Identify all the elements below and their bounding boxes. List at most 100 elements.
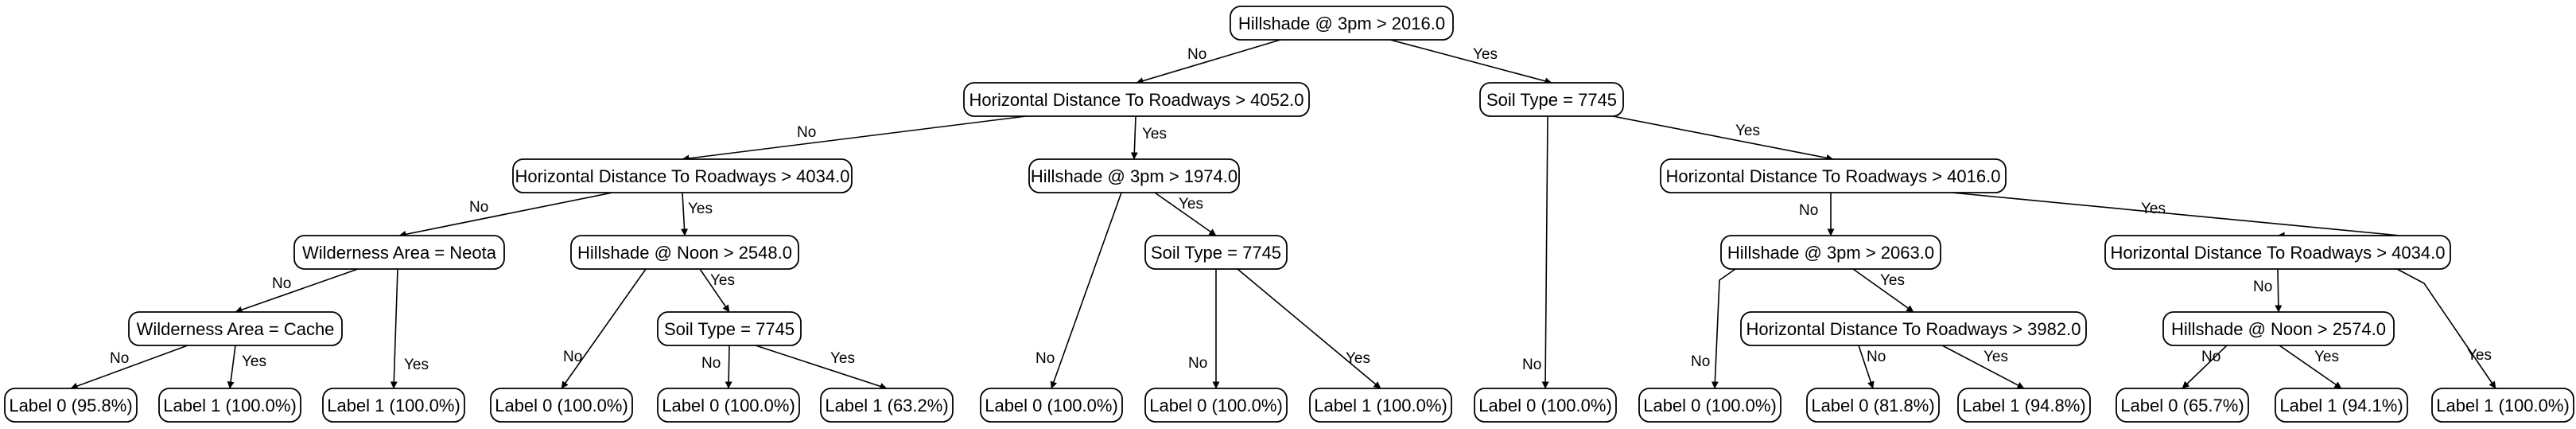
node-box	[1144, 235, 1288, 270]
node-box	[820, 388, 954, 423]
node-label: Label 0 (100.0%)	[1643, 396, 1777, 415]
edge-n1-n4-label: Yes	[1142, 126, 1167, 142]
leaf-node-l12: Label 0 (81.8%)	[1806, 388, 1940, 423]
decision-node-n8: Soil Type = 7745	[1144, 235, 1288, 270]
edge-n3-n7-label: Yes	[688, 201, 713, 217]
node-label: Wilderness Area = Cache	[137, 319, 335, 339]
node-label: Label 1 (94.8%)	[1962, 396, 2085, 415]
node-label: Soil Type = 7745	[1151, 243, 1281, 263]
edge-n11-l2-arrow	[227, 345, 236, 389]
leaf-node-l7: Label 0 (100.0%)	[980, 388, 1123, 423]
edge-n13-l12-label: No	[1867, 349, 1886, 365]
node-label: Label 0 (100.0%)	[662, 396, 795, 415]
edge-n12-l5-label: No	[701, 355, 721, 372]
decision-node-n13: Horizontal Distance To Roadways > 3982.0	[1740, 311, 2087, 346]
leaf-node-l2: Label 1 (100.0%)	[158, 388, 301, 423]
leaf-node-l4: Label 0 (100.0%)	[490, 388, 633, 423]
node-label: Label 0 (100.0%)	[1478, 396, 1612, 415]
node-label: Horizontal Distance To Roadways > 4052.0	[969, 90, 1304, 110]
edge-n6-l3-label: Yes	[404, 357, 429, 373]
edge-n1-n4-arrow	[1130, 115, 1138, 160]
leaf-node-l5: Label 0 (100.0%)	[657, 388, 800, 423]
node-label: Label 1 (100.0%)	[2436, 396, 2570, 415]
node-label: Label 0 (81.8%)	[1811, 396, 1934, 415]
edge-n14-l15-label: Yes	[2314, 349, 2339, 365]
node-box	[1479, 82, 1624, 117]
node-label: Hillshade @ 3pm > 2063.0	[1727, 243, 1934, 263]
leaf-node-l15: Label 1 (94.1%)	[2275, 388, 2408, 423]
edge-n4-n8-arrow	[1154, 192, 1217, 236]
node-label: Label 0 (100.0%)	[985, 396, 1118, 415]
node-box	[657, 388, 800, 423]
edges-layer: No Yes No Yes No Yes No Yes No Yes No Yes No Yes No Yes…	[70, 39, 2496, 390]
edge-n6-l3-arrow	[390, 268, 398, 389]
node-label: Label 1 (100.0%)	[327, 396, 460, 415]
node-label: Horizontal Distance To Roadways > 4034.0	[515, 166, 850, 186]
leaf-node-l10: Label 0 (100.0%)	[1474, 388, 1617, 423]
nodes-layer: Hillshade @ 3pm > 2016.0 Horizontal Dista…	[4, 6, 2574, 423]
edge-n10-l16-label: Yes	[2467, 347, 2492, 364]
edge-n4-l7-label: No	[1035, 350, 1055, 367]
node-box	[2162, 311, 2395, 346]
leaf-node-l14: Label 0 (65.7%)	[2116, 388, 2249, 423]
node-box	[1720, 235, 1941, 270]
node-label: Label 1 (63.2%)	[825, 396, 948, 415]
edge-n3-n7-arrow	[681, 192, 689, 236]
decision-node-n2: Soil Type = 7745	[1479, 82, 1624, 117]
node-box	[293, 235, 505, 270]
node-box	[963, 82, 1310, 117]
decision-node-n5: Horizontal Distance To Roadways > 4016.0	[1660, 158, 2007, 193]
edge-n0-n2-arrow	[1389, 39, 1552, 85]
node-label: Horizontal Distance To Roadways > 3982.0	[1746, 319, 2081, 339]
node-box	[1957, 388, 2091, 423]
decision-node-n10: Horizontal Distance To Roadways > 4034.0	[2104, 235, 2451, 270]
node-label: Label 0 (100.0%)	[495, 396, 628, 415]
node-box	[980, 388, 1123, 423]
node-box	[570, 235, 799, 270]
edge-n9-n13-label: Yes	[1880, 272, 1905, 289]
edge-n9-l11-label: No	[1691, 353, 1710, 370]
decision-node-n4: Hillshade @ 3pm > 1974.0	[1028, 158, 1240, 193]
node-label: Soil Type = 7745	[1486, 90, 1617, 110]
edge-n3-n6-label: No	[469, 199, 488, 216]
node-label: Label 0 (100.0%)	[1149, 396, 1283, 415]
edge-n13-l13-label: Yes	[1983, 349, 2008, 365]
leaf-node-l3: Label 1 (100.0%)	[322, 388, 465, 423]
edge-n11-l2-label: Yes	[242, 353, 266, 370]
decision-node-n14: Hillshade @ Noon > 2574.0	[2162, 311, 2395, 346]
leaf-node-l11: Label 0 (100.0%)	[1638, 388, 1781, 423]
node-label: Hillshade @ 3pm > 1974.0	[1031, 166, 1237, 186]
node-box	[128, 311, 343, 346]
decision-node-n1: Horizontal Distance To Roadways > 4052.0	[963, 82, 1310, 117]
decision-node-n11: Wilderness Area = Cache	[128, 311, 343, 346]
edge-n1-n3-arrow	[682, 115, 1027, 162]
leaf-node-l9: Label 1 (100.0%)	[1309, 388, 1452, 423]
edge-n8-l8-label: No	[1188, 355, 1207, 372]
node-label: Label 1 (94.1%)	[2279, 396, 2403, 415]
node-label: Label 1 (100.0%)	[163, 396, 297, 415]
edge-n5-n10-label: Yes	[2141, 201, 2166, 217]
edge-n4-l7-arrow	[1050, 192, 1122, 389]
node-box	[2116, 388, 2249, 423]
edge-n7-l4-arrow	[561, 268, 647, 389]
node-label: Hillshade @ Noon > 2548.0	[577, 243, 792, 263]
edge-n0-n1-label: No	[1187, 46, 1206, 63]
node-label: Label 0 (65.7%)	[2120, 396, 2244, 415]
edge-n14-l14-label: No	[2201, 349, 2220, 365]
edge-n2-n5-arrow	[1612, 115, 1834, 162]
node-label: Horizontal Distance To Roadways > 4034.0	[2111, 243, 2446, 263]
leaf-node-l1: Label 0 (95.8%)	[4, 388, 138, 423]
node-box	[512, 158, 853, 193]
decision-node-n7: Hillshade @ Noon > 2548.0	[570, 235, 799, 270]
edge-n7-l4-label: No	[563, 349, 582, 365]
edge-n4-n8-label: Yes	[1179, 196, 1203, 213]
edge-n0-n1-arrow	[1136, 39, 1281, 84]
edge-n0-n2-label: Yes	[1473, 46, 1498, 63]
leaf-node-l6: Label 1 (63.2%)	[820, 388, 954, 423]
node-box	[657, 311, 802, 346]
edge-n12-l6-arrow	[755, 345, 888, 390]
edge-n2-l10-label: No	[1522, 357, 1541, 373]
node-box	[1230, 6, 1454, 41]
node-label: Wilderness Area = Neota	[302, 243, 497, 263]
